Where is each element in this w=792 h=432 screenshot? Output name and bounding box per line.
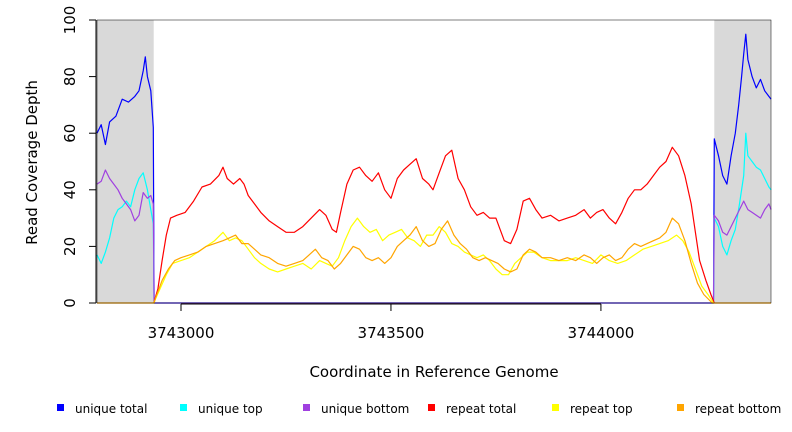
shaded-regions: [97, 20, 771, 303]
y-tick-label: 60: [61, 124, 79, 143]
legend-swatch-repeat-total: [428, 404, 435, 411]
series-line-unique-top: [96, 132, 772, 304]
legend-swatch-unique-top: [180, 404, 187, 411]
y-tick-label: 80: [61, 67, 79, 86]
legend: unique total unique top unique bottom repea…: [57, 402, 781, 416]
y-tick-label: 40: [61, 180, 79, 199]
series-lines: [96, 33, 772, 304]
x-tick-label: 3744000: [568, 324, 635, 342]
y-axis-title: Read Coverage Depth: [23, 80, 41, 245]
y-tick-label: 0: [61, 298, 79, 308]
y-tick-label: 100: [61, 6, 79, 35]
shaded-region-left-flank: [97, 20, 154, 303]
legend-swatch-repeat-top: [552, 404, 559, 411]
series-line-repeat-top: [153, 217, 715, 304]
legend-label-repeat-total: repeat total: [446, 402, 516, 416]
series-line-repeat-bottom: [97, 217, 771, 304]
x-axis-title: Coordinate in Reference Genome: [309, 363, 558, 381]
y-axis: 0 20 40 60 80 100: [61, 6, 97, 308]
legend-swatch-unique-bottom: [303, 404, 310, 411]
series-line-unique-total: [96, 33, 772, 304]
legend-label-repeat-top: repeat top: [570, 402, 633, 416]
legend-label-unique-bottom: unique bottom: [321, 402, 409, 416]
legend-swatch-repeat-bottom: [677, 404, 684, 411]
x-tick-label: 3743500: [358, 324, 425, 342]
legend-label-repeat-bottom: repeat bottom: [695, 402, 781, 416]
legend-label-unique-top: unique top: [198, 402, 263, 416]
plot-frame: [96, 19, 772, 304]
x-axis: 3743000 3743500 3744000: [148, 303, 635, 342]
x-tick-label: 3743000: [148, 324, 215, 342]
legend-label-unique-total: unique total: [75, 402, 147, 416]
series-line-repeat-total: [153, 146, 715, 304]
legend-swatch-unique-total: [57, 404, 64, 411]
y-tick-label: 20: [61, 237, 79, 256]
series-line-unique-bottom: [96, 169, 772, 304]
